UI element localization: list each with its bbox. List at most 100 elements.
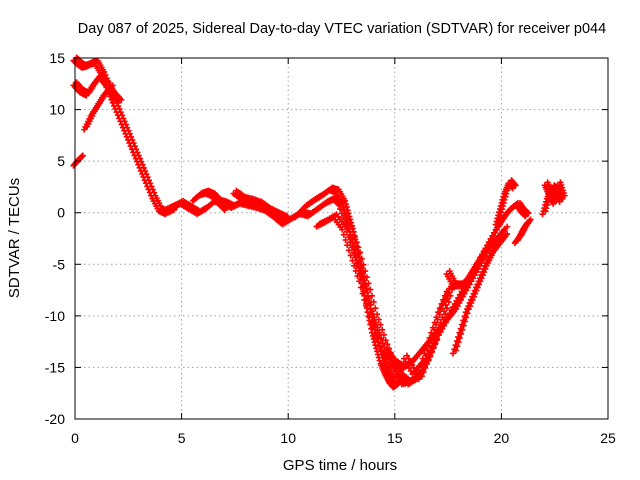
data-point bbox=[343, 204, 350, 211]
data-point bbox=[509, 185, 516, 192]
data-point bbox=[367, 301, 374, 308]
data-point bbox=[432, 334, 439, 341]
plot-frame bbox=[74, 57, 609, 420]
data-point bbox=[496, 206, 503, 213]
data-point bbox=[439, 314, 446, 321]
data-point bbox=[558, 195, 565, 202]
data-point bbox=[379, 326, 386, 333]
data-point bbox=[524, 219, 531, 226]
x-tick-label: 5 bbox=[178, 430, 186, 446]
data-point bbox=[521, 212, 528, 219]
data-point bbox=[360, 277, 367, 284]
data-point bbox=[367, 286, 374, 293]
data-point bbox=[125, 127, 132, 134]
data-point bbox=[436, 305, 443, 312]
data-point bbox=[353, 239, 360, 246]
data-point bbox=[380, 331, 387, 338]
data-point bbox=[375, 316, 382, 323]
data-point bbox=[451, 300, 458, 307]
data-point bbox=[142, 167, 149, 174]
data-point bbox=[458, 288, 465, 295]
data-point bbox=[512, 182, 519, 189]
data-point bbox=[490, 229, 497, 236]
data-point bbox=[135, 152, 142, 159]
data-point bbox=[439, 322, 446, 329]
data-point bbox=[124, 124, 131, 131]
data-point bbox=[345, 215, 352, 222]
data-point bbox=[221, 207, 228, 214]
data-point bbox=[117, 109, 124, 116]
data-point bbox=[446, 285, 453, 292]
data-point bbox=[424, 355, 431, 362]
data-point bbox=[464, 306, 471, 313]
data-point bbox=[476, 275, 483, 282]
data-point bbox=[446, 310, 453, 317]
data-point bbox=[458, 321, 465, 328]
data-point bbox=[374, 339, 381, 346]
data-point bbox=[347, 231, 354, 238]
data-point bbox=[433, 314, 440, 321]
data-point bbox=[381, 344, 388, 351]
data-point bbox=[377, 334, 384, 341]
data-point bbox=[379, 340, 386, 347]
data-point bbox=[428, 329, 435, 336]
data-point bbox=[346, 219, 353, 226]
data-point bbox=[403, 352, 410, 359]
data-point bbox=[409, 361, 416, 368]
x-tick-labels: 0 5 10 15 20 25 bbox=[71, 430, 616, 446]
data-point bbox=[427, 347, 434, 354]
data-point bbox=[443, 288, 450, 295]
data-point bbox=[551, 193, 558, 200]
data-points bbox=[70, 54, 568, 391]
data-point bbox=[350, 228, 357, 235]
data-point bbox=[429, 324, 436, 331]
data-point bbox=[508, 184, 515, 191]
data-point bbox=[541, 205, 548, 212]
data-point bbox=[120, 115, 127, 122]
data-point bbox=[118, 96, 125, 103]
data-point bbox=[371, 314, 378, 321]
data-point bbox=[475, 278, 482, 285]
data-point bbox=[457, 325, 464, 332]
data-point bbox=[341, 207, 348, 214]
data-point bbox=[525, 210, 532, 217]
data-point bbox=[480, 265, 487, 272]
data-point bbox=[370, 298, 377, 305]
data-point bbox=[423, 345, 430, 352]
data-point bbox=[362, 283, 369, 290]
data-point bbox=[441, 292, 448, 299]
data-point bbox=[478, 272, 485, 279]
data-point bbox=[556, 198, 563, 205]
data-point bbox=[343, 211, 350, 218]
data-point bbox=[129, 137, 136, 144]
data-point bbox=[418, 360, 425, 367]
data-point bbox=[467, 296, 474, 303]
data-point bbox=[462, 309, 469, 316]
data-point bbox=[405, 355, 412, 362]
data-point bbox=[79, 152, 86, 159]
data-point bbox=[448, 307, 455, 314]
data-point bbox=[224, 204, 231, 211]
data-point bbox=[148, 183, 155, 190]
data-point bbox=[470, 290, 477, 297]
y-tick-label: 15 bbox=[49, 50, 65, 66]
data-point bbox=[284, 213, 291, 220]
data-point bbox=[121, 118, 128, 125]
data-point bbox=[128, 133, 135, 140]
data-point bbox=[354, 252, 361, 259]
data-point bbox=[363, 274, 370, 281]
data-point bbox=[469, 293, 476, 300]
data-point bbox=[374, 311, 381, 318]
data-point bbox=[138, 158, 145, 165]
data-point bbox=[451, 346, 458, 353]
data-point bbox=[360, 261, 367, 268]
data-point bbox=[351, 234, 358, 240]
x-tick-label: 15 bbox=[387, 430, 403, 446]
data-point bbox=[542, 198, 549, 205]
data-point bbox=[481, 247, 488, 254]
data-point bbox=[352, 267, 359, 274]
y-tick-labels: 15 10 5 0 -5 -10 -15 -20 bbox=[45, 50, 65, 427]
data-point bbox=[354, 273, 361, 280]
data-point bbox=[340, 231, 347, 238]
y-tick-label: -5 bbox=[53, 256, 66, 272]
